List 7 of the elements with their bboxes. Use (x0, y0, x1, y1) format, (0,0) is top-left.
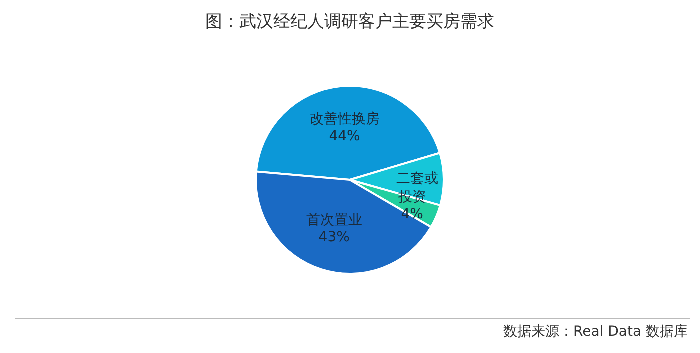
data-label: 44% (329, 128, 360, 145)
data-label: 43% (318, 229, 350, 246)
slice-label: 首次置业 (306, 212, 362, 228)
chart-title: 图：武汉经纪人调研客户主要买房需求 (204, 11, 496, 33)
slice-label: 二套或 (396, 171, 439, 188)
slice-label: 改善性换房 (310, 110, 380, 128)
source-note: 数据来源：Real Data 数据库 (503, 323, 688, 341)
